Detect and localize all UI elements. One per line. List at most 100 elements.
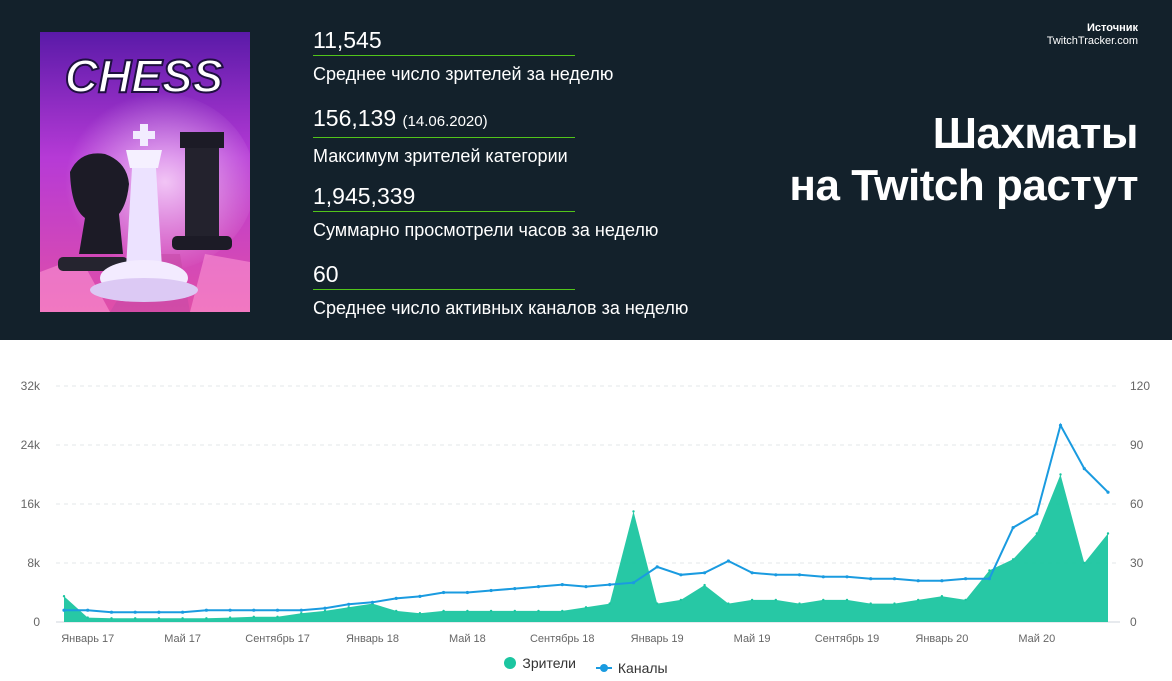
x-tick-label: Сентябрь 17 — [245, 633, 310, 645]
chart-legend: Зрители Каналы — [0, 655, 1172, 676]
viewers-point — [513, 609, 516, 613]
viewers-point — [489, 609, 493, 613]
viewers-point — [1011, 558, 1015, 561]
channels-point — [987, 577, 992, 581]
channels-point — [821, 575, 825, 579]
viewers-point — [86, 616, 89, 619]
channels-point — [442, 590, 446, 595]
stat-label: Среднее число зрителей за неделю — [313, 64, 614, 84]
legend-item-channels[interactable]: Каналы — [595, 660, 668, 676]
y-left-tick-label: 0 — [33, 615, 40, 629]
channels-point — [275, 608, 280, 612]
headline: Шахматы на Twitch растут — [789, 108, 1138, 212]
viewers-point — [1035, 532, 1039, 535]
viewers-point — [679, 598, 683, 602]
channels-point — [347, 602, 351, 606]
viewers-point — [656, 602, 659, 605]
x-tick-label: Сентябрь 18 — [530, 633, 595, 645]
viewers-point — [1059, 473, 1062, 476]
viewers-point — [181, 617, 184, 620]
channels-point — [726, 559, 731, 563]
channels-point — [916, 579, 920, 583]
x-tick-label: Май 17 — [164, 633, 201, 645]
viewers-point — [727, 602, 730, 605]
stat-label: Максимум зрителей категории — [313, 146, 568, 166]
stat-value-number: 11,545 — [313, 27, 382, 53]
source-title: Источник — [1086, 22, 1138, 34]
channels-point — [703, 571, 707, 575]
stat-divider — [313, 137, 575, 138]
channels-point — [940, 579, 944, 583]
viewers-point — [1106, 532, 1110, 535]
channels-point — [679, 573, 683, 577]
stat-peak-viewers: 156,139 (14.06.2020) Максимум зрителей к… — [313, 105, 743, 168]
viewers-point — [798, 602, 801, 605]
headline-line-1: Шахматы — [932, 109, 1139, 158]
channels-point — [133, 610, 137, 614]
viewers-point — [276, 615, 279, 618]
stat-hours-watched: 1,945,339 Суммарно просмотрели часов за … — [313, 183, 743, 242]
channels-point — [252, 608, 256, 612]
viewers-point — [845, 598, 849, 602]
viewers-point — [988, 569, 991, 572]
channels-point — [204, 608, 208, 612]
chess-cover-art: CHESS — [40, 32, 250, 312]
stat-value: 60 — [313, 261, 743, 287]
channels-point — [228, 608, 232, 612]
viewers-point — [584, 606, 588, 609]
x-tick-label: Май 18 — [449, 633, 486, 645]
channels-point — [465, 590, 469, 595]
viewers-point — [774, 598, 777, 602]
viewers-point — [940, 595, 944, 598]
stat-value: 11,545 — [313, 27, 743, 53]
viewers-point — [1083, 561, 1086, 565]
channels-point — [869, 577, 873, 581]
channels-point — [892, 577, 897, 581]
viewers-point — [822, 598, 825, 602]
stat-divider — [313, 211, 575, 212]
viewers-point — [537, 609, 540, 613]
y-right-tick-label: 0 — [1130, 615, 1137, 629]
viewers-point — [252, 615, 255, 618]
viewers-point — [632, 510, 635, 513]
header-banner: CHESS 11,545 Среднее число зрителей за н… — [0, 0, 1172, 340]
channels-point — [774, 573, 778, 577]
stat-value: 1,945,339 — [313, 183, 743, 209]
stat-label: Суммарно просмотрели часов за неделю — [313, 220, 659, 240]
viewers-point — [300, 612, 303, 615]
cover-title-text: CHESS — [65, 50, 224, 102]
legend-label-viewers: Зрители — [522, 655, 577, 671]
channels-point — [489, 588, 493, 593]
channels-point — [797, 573, 802, 577]
viewers-point — [893, 602, 896, 605]
channels-point — [608, 583, 612, 587]
viewers-point — [869, 602, 872, 605]
viewers-point — [418, 612, 422, 615]
channels-point — [655, 565, 659, 569]
viewers-point — [561, 609, 564, 613]
viewers-point — [395, 609, 398, 613]
stat-active-channels: 60 Среднее число активных каналов за нед… — [313, 261, 743, 320]
viewers-point — [703, 583, 706, 587]
y-right-tick-label: 90 — [1130, 438, 1144, 452]
channels-line — [64, 422, 1109, 614]
channels-point — [513, 587, 517, 591]
channels-point — [750, 571, 754, 575]
channels-point — [964, 577, 968, 581]
stat-value: 156,139 (14.06.2020) — [313, 105, 743, 135]
legend-item-viewers[interactable]: Зрители — [504, 655, 576, 671]
viewers-point — [608, 602, 611, 605]
x-tick-label: Январь 19 — [631, 633, 684, 645]
channels-point — [181, 610, 185, 614]
chess-cover-image: CHESS — [40, 32, 250, 312]
viewers-point — [323, 609, 327, 613]
viewers-point — [134, 617, 137, 620]
stat-value-number: 1,945,339 — [313, 183, 416, 209]
x-tick-label: Сентябрь 19 — [815, 633, 880, 645]
stat-value-number: 156,139 — [313, 105, 397, 131]
stat-avg-viewers: 11,545 Среднее число зрителей за неделю — [313, 27, 743, 86]
stat-divider — [313, 289, 575, 290]
viewers-area — [64, 474, 1108, 622]
y-right-tick-label: 60 — [1130, 497, 1144, 511]
x-tick-label: Январь 20 — [915, 633, 968, 645]
